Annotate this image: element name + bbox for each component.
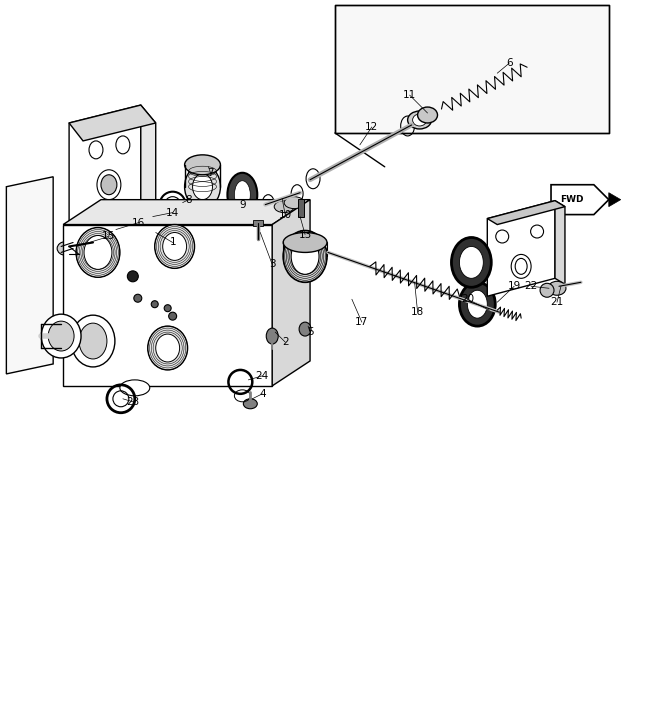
Text: 12: 12 — [365, 122, 378, 132]
Ellipse shape — [57, 241, 75, 256]
Text: FWD: FWD — [560, 195, 584, 204]
Polygon shape — [487, 201, 555, 296]
Circle shape — [137, 208, 149, 220]
Text: 22: 22 — [525, 282, 538, 291]
Circle shape — [134, 294, 142, 302]
Text: 2: 2 — [282, 337, 289, 347]
Text: 24: 24 — [256, 371, 269, 381]
Ellipse shape — [71, 315, 115, 367]
Text: 1: 1 — [170, 237, 176, 248]
Ellipse shape — [413, 114, 426, 126]
Ellipse shape — [156, 334, 180, 362]
Ellipse shape — [284, 196, 304, 208]
Polygon shape — [63, 200, 310, 225]
Ellipse shape — [234, 181, 250, 208]
Ellipse shape — [299, 322, 311, 336]
Polygon shape — [272, 200, 310, 386]
Text: 13: 13 — [298, 230, 312, 239]
Ellipse shape — [548, 282, 566, 295]
Polygon shape — [69, 105, 141, 232]
Text: 4: 4 — [259, 389, 265, 399]
Ellipse shape — [283, 232, 327, 253]
Text: 7: 7 — [207, 168, 214, 178]
Ellipse shape — [184, 165, 221, 208]
Ellipse shape — [101, 175, 117, 195]
Text: 3: 3 — [269, 259, 276, 270]
Text: 18: 18 — [411, 307, 424, 318]
Ellipse shape — [227, 172, 258, 217]
Text: 5: 5 — [307, 327, 313, 337]
Ellipse shape — [84, 236, 112, 270]
Bar — [254, 220, 263, 225]
Polygon shape — [6, 177, 53, 374]
Text: 6: 6 — [506, 58, 512, 68]
Ellipse shape — [41, 314, 81, 358]
Bar — [298, 199, 303, 217]
Ellipse shape — [283, 230, 327, 282]
Text: 19: 19 — [507, 282, 521, 291]
Ellipse shape — [452, 237, 491, 287]
Polygon shape — [63, 225, 272, 386]
Polygon shape — [487, 201, 565, 225]
Ellipse shape — [511, 254, 531, 278]
Ellipse shape — [417, 107, 437, 123]
Ellipse shape — [162, 232, 186, 260]
Text: 9: 9 — [239, 200, 246, 210]
Text: 8: 8 — [185, 195, 192, 205]
Ellipse shape — [467, 290, 487, 318]
Polygon shape — [69, 105, 156, 141]
Ellipse shape — [459, 246, 483, 278]
Text: 14: 14 — [166, 208, 179, 218]
Circle shape — [540, 283, 554, 297]
Ellipse shape — [48, 321, 74, 351]
Ellipse shape — [193, 174, 212, 200]
Circle shape — [169, 312, 177, 320]
Polygon shape — [141, 105, 156, 232]
Ellipse shape — [184, 155, 221, 175]
Circle shape — [127, 271, 138, 282]
Ellipse shape — [291, 239, 319, 275]
Text: 20: 20 — [461, 294, 474, 304]
Ellipse shape — [243, 398, 258, 409]
Text: 11: 11 — [403, 90, 416, 100]
Polygon shape — [609, 193, 620, 207]
Ellipse shape — [459, 282, 495, 326]
Ellipse shape — [148, 326, 188, 370]
Polygon shape — [551, 184, 609, 215]
Ellipse shape — [155, 225, 195, 268]
Ellipse shape — [408, 111, 432, 129]
Text: 23: 23 — [126, 397, 140, 407]
Polygon shape — [335, 6, 609, 133]
Ellipse shape — [120, 380, 149, 396]
Circle shape — [165, 196, 181, 213]
Ellipse shape — [274, 201, 294, 213]
Circle shape — [151, 301, 159, 308]
Text: 16: 16 — [132, 218, 146, 227]
Ellipse shape — [79, 323, 107, 359]
Polygon shape — [555, 201, 565, 284]
Ellipse shape — [267, 328, 278, 344]
Ellipse shape — [76, 227, 120, 277]
Text: 17: 17 — [355, 317, 368, 327]
Text: 21: 21 — [551, 297, 564, 307]
Text: 15: 15 — [102, 232, 116, 241]
Circle shape — [164, 305, 171, 312]
Text: 10: 10 — [279, 210, 292, 220]
